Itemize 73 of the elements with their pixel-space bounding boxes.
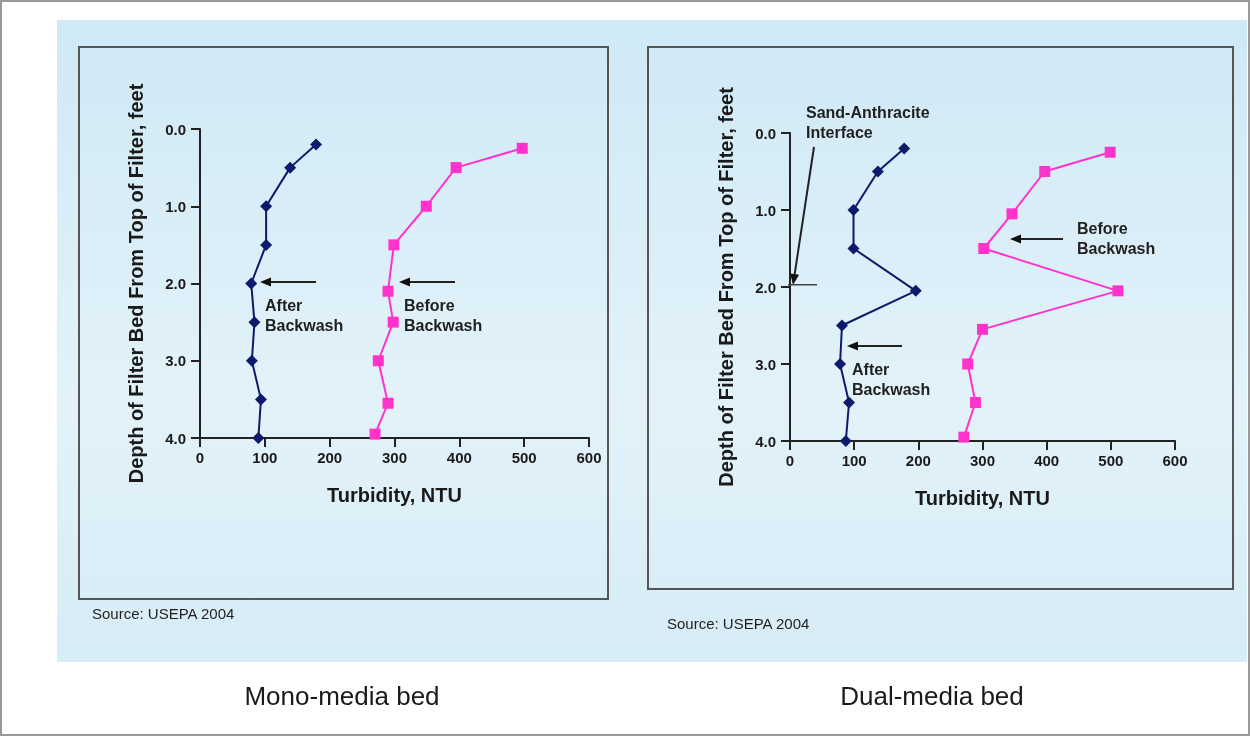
point	[977, 323, 988, 335]
annotation: After Backwash	[852, 360, 931, 400]
point	[252, 432, 265, 444]
x-tick-label: 0	[195, 449, 205, 466]
point	[835, 319, 848, 332]
point	[898, 142, 911, 155]
point	[1006, 208, 1018, 220]
point	[962, 358, 974, 370]
y-tick-label: 4.0	[165, 429, 186, 447]
text: Dual-media bed	[840, 681, 1024, 711]
point	[369, 428, 381, 440]
point	[245, 354, 258, 367]
x-tick-label: 100	[252, 449, 278, 466]
x-axis-title: Turbidity, NTU	[327, 484, 462, 506]
y-tick-label: 3.0	[165, 352, 186, 370]
point	[847, 242, 860, 255]
point	[382, 285, 394, 297]
point	[284, 161, 297, 174]
point	[969, 397, 981, 408]
point	[1039, 166, 1051, 177]
point	[254, 393, 267, 406]
point	[909, 284, 922, 297]
x-axis-title: Turbidity, NTU	[915, 487, 1050, 509]
x-tick-label: 600	[1162, 452, 1188, 469]
point	[388, 239, 400, 251]
x-tick-label: 500	[1098, 452, 1124, 469]
x-tick-label: 100	[841, 452, 867, 469]
y-tick-label: 3.0	[755, 355, 776, 373]
y-axis-title: Depth of Filter Bed From Top of Filter, feet	[125, 83, 147, 484]
point	[260, 238, 273, 251]
x-tick-label: 200	[317, 449, 343, 466]
source-note: Source: USEPA 2004	[92, 604, 235, 624]
annotation: After Backwash	[265, 296, 344, 336]
x-tick-label: 600	[576, 449, 602, 466]
point	[310, 138, 323, 151]
point	[871, 165, 884, 178]
point	[958, 431, 970, 443]
annotation: Before Backwash	[404, 296, 483, 336]
x-tick-label: 400	[446, 449, 472, 466]
point	[843, 396, 856, 409]
point	[978, 243, 990, 254]
x-tick-label: 0	[785, 452, 795, 469]
y-tick-label: 1.0	[755, 201, 776, 219]
text: Mono-media bed	[244, 681, 440, 711]
x-tick-label: 500	[511, 449, 537, 466]
point	[839, 435, 852, 447]
point	[260, 200, 273, 213]
y-tick-label: 2.0	[755, 278, 776, 296]
point	[248, 316, 261, 329]
point	[382, 397, 394, 409]
point	[516, 142, 528, 154]
point	[372, 355, 384, 367]
x-tick-label: 300	[381, 449, 408, 466]
point	[834, 358, 847, 370]
point	[1104, 146, 1116, 158]
annotation: Sand-Anthracite Interface	[806, 103, 930, 143]
point	[1112, 285, 1124, 297]
x-tick-label: 300	[969, 452, 996, 469]
point	[847, 204, 860, 216]
point	[387, 316, 399, 328]
y-axis-title: Depth of Filter Bed From Top of Filter, feet	[715, 86, 737, 487]
y-tick-label: 4.0	[755, 432, 776, 450]
x-tick-label: 200	[905, 452, 931, 469]
point	[420, 200, 432, 212]
point	[450, 162, 462, 174]
annotation: Before Backwash	[1077, 219, 1156, 259]
y-tick-label: 1.0	[165, 197, 186, 215]
y-tick-label: 0.0	[755, 124, 776, 142]
point	[245, 277, 258, 290]
source-note: Source: USEPA 2004	[667, 614, 810, 634]
x-tick-label: 400	[1034, 452, 1060, 469]
y-tick-label: 0.0	[165, 120, 186, 138]
y-tick-label: 2.0	[165, 275, 186, 292]
